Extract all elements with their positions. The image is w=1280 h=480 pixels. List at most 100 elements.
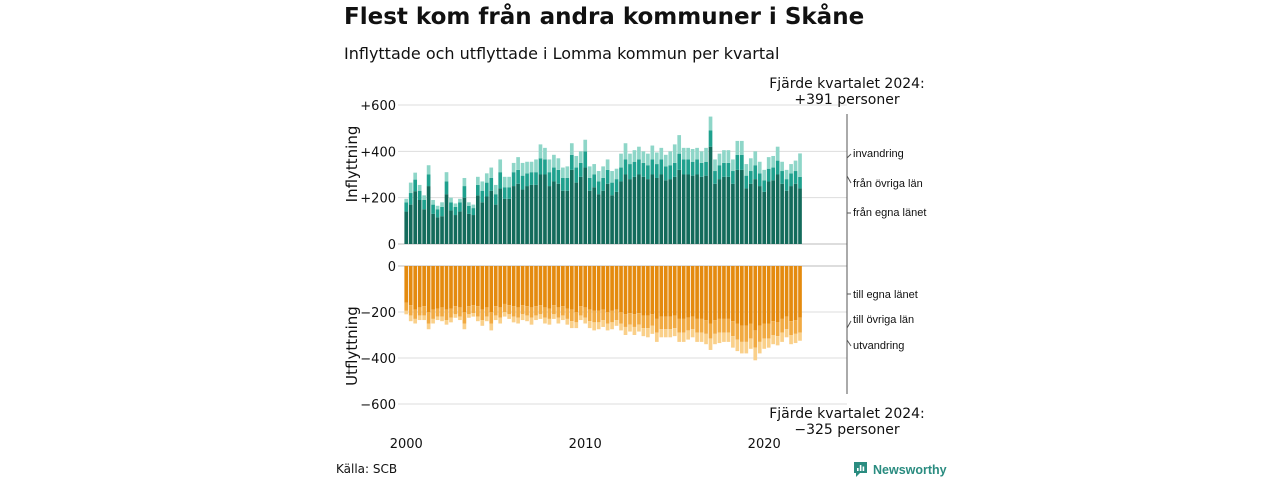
inflow-bar-segment	[574, 167, 579, 183]
outflow-bar-segment	[413, 266, 418, 310]
inflow-bar-segment	[704, 175, 708, 244]
outflow-bar-segment	[614, 320, 619, 326]
outflow-bar-segment	[520, 305, 525, 315]
inflow-bar-segment	[507, 198, 511, 244]
inflow-bar-segment	[748, 158, 753, 172]
inflow-bar-segment	[623, 174, 628, 244]
outflow-bar-segment	[771, 335, 775, 345]
outflow-bar-segment	[784, 329, 789, 338]
inflow-bar-segment	[435, 217, 440, 244]
inflow-bar-segment	[534, 184, 538, 244]
inflow-bar-segment	[762, 169, 767, 181]
inflow-bar-segment	[735, 140, 740, 155]
outflow-bar-segment	[538, 266, 543, 306]
outflow-bar-segment	[677, 332, 682, 342]
inflow-bar-segment	[731, 159, 735, 172]
inflow-bar-segment	[605, 183, 610, 244]
inflow-bar-segment	[529, 172, 534, 185]
inflow-bar-segment	[663, 166, 668, 181]
outflow-bar-segment	[623, 326, 628, 335]
outflow-bar-segment	[561, 315, 565, 321]
outflow-bar-segment	[771, 321, 775, 335]
inflow-bar-segment	[529, 161, 534, 173]
inflow-bar-segment	[422, 209, 426, 244]
outflow-bar-segment	[793, 266, 798, 321]
inflow-bar-segment	[650, 159, 655, 175]
inflow-bar-segment	[668, 151, 673, 166]
outflow-bar-segment	[583, 266, 588, 308]
inflow-bar-segment	[614, 191, 619, 245]
inflow-bar-segment	[511, 162, 516, 173]
inflow-bar-segment	[525, 186, 529, 244]
inflow-bar-segment	[543, 174, 547, 244]
outflow-bar-segment	[529, 317, 534, 325]
outflow-bar-segment	[654, 318, 659, 333]
annotation-top-line1: Fjärde kvartalet 2024:	[769, 76, 925, 92]
inflow-bar-segment	[677, 135, 682, 154]
outflow-bar-segment	[574, 322, 579, 329]
outflow-bar-segment	[695, 332, 699, 342]
inflow-bar-segment	[789, 173, 793, 187]
outflow-bar-segment	[610, 310, 614, 323]
outflow-bar-segment	[458, 266, 462, 308]
outflow-bar-segment	[744, 266, 749, 326]
outflow-bar-segment	[507, 266, 511, 306]
inflow-bar-segment	[766, 157, 771, 169]
inflow-bar-segment	[610, 182, 614, 196]
inflow-bar-segment	[771, 167, 775, 181]
outflow-bar-segment	[453, 306, 458, 315]
outflow-bar-segment	[793, 333, 798, 344]
outflow-bar-segment	[708, 266, 713, 324]
inflow-bar-segment	[775, 146, 780, 161]
inflow-bar-segment	[449, 197, 453, 203]
inflow-bar-segment	[440, 206, 444, 217]
outflow-bar-segment	[663, 316, 668, 330]
inflow-bar-segment	[632, 176, 637, 244]
outflow-bar-segment	[525, 306, 529, 316]
outflow-bar-segment	[641, 328, 646, 337]
outflow-bar-segment	[543, 307, 547, 318]
annotation-top-line2: +391 personer	[794, 92, 900, 108]
inflow-bar-segment	[686, 174, 690, 244]
inflow-bar-segment	[717, 165, 722, 180]
inflow-bar-segment	[623, 143, 628, 160]
inflow-bar-segment	[574, 155, 579, 168]
inflow-bars	[404, 116, 802, 245]
inflow-bar-segment	[784, 179, 789, 191]
outflow-bar-segment	[610, 266, 614, 311]
inflow-bar-segment	[699, 176, 704, 244]
outflow-bar-segment	[757, 341, 762, 354]
annotation-bottom-line1: Fjärde kvartalet 2024:	[769, 406, 925, 422]
inflow-bar-segment	[637, 159, 641, 175]
outflow-bar-segment	[686, 330, 690, 340]
inflow-bar-segment	[713, 171, 717, 184]
inflow-bar-segment	[431, 204, 435, 214]
outflow-bar-segment	[757, 325, 762, 342]
inflow-bar-segment	[516, 169, 520, 184]
inflow-bar-segment	[650, 174, 655, 244]
inflow-bar-segment	[659, 159, 664, 175]
outflow-bar-segment	[623, 314, 628, 327]
inflow-bar-segment	[596, 171, 601, 182]
outflow-bar-segment	[552, 314, 556, 319]
newsworthy-logo[interactable]: Newsworthy	[853, 461, 947, 478]
outflow-bar-segment	[480, 320, 485, 326]
inflow-bar-segment	[520, 162, 525, 176]
inflow-bar-segment	[762, 180, 767, 192]
outflow-bar-segment	[538, 314, 543, 319]
outflow-bar-segment	[637, 313, 641, 325]
outflow-bar-segment	[753, 266, 758, 331]
inflow-bar-segment	[695, 147, 699, 160]
outflow-bar-segment	[605, 266, 610, 312]
inflow-bar-segment	[690, 161, 695, 176]
outflow-bar-segment	[440, 316, 444, 322]
inflow-bar-segment	[422, 199, 426, 210]
inflow-bar-segment	[449, 202, 453, 211]
inflow-bar-segment	[458, 198, 462, 203]
outflow-bar-segment	[417, 307, 422, 316]
inflow-bar-segment	[547, 172, 552, 187]
outflow-bar-segment	[422, 266, 426, 307]
inflow-bar-segment	[628, 153, 632, 165]
inflow-bar-segment	[632, 161, 637, 177]
inflow-bar-segment	[798, 188, 802, 244]
